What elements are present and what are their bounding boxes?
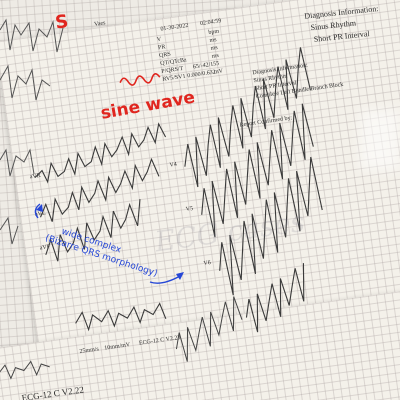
measurement-unit-pr: bpm <box>208 29 220 36</box>
watermark: ECG cases <box>152 205 307 259</box>
lead-label-v6: V6 <box>203 260 211 267</box>
measurement-unit-rv5: mV <box>214 68 224 75</box>
measurement-label-v: V <box>157 37 163 44</box>
lead-label-v5: V5 <box>185 206 193 213</box>
wide-complex-arrowhead <box>176 272 184 280</box>
measurement-unit-qrs: ms <box>209 37 217 44</box>
measurement-label-pr: PR <box>158 44 166 51</box>
sine-wave-squiggle <box>119 73 161 86</box>
wide-complex-curve-arrowhead <box>36 204 43 212</box>
measurement-table: V PR QRS QT/QTcBz P/QRS/T RV5/SV1 bpm ms… <box>157 29 224 83</box>
diagnosis-main-line-1: Sinus Rhythm <box>253 73 288 84</box>
diagnosis-top-title: Diagnosis Information: <box>304 4 379 21</box>
lower-footer-text: ECG-12 C V2.22 <box>21 384 84 400</box>
measurement-unit-qt: ms <box>210 45 218 52</box>
wide-complex-arrow <box>149 275 181 284</box>
light-glare <box>360 110 400 170</box>
sine-wave-annotation: sine wave <box>99 73 197 124</box>
header-partial-label: Vaes <box>94 20 107 28</box>
red-partial-label: S <box>54 11 70 34</box>
diagnosis-top-line-2: Short PR Interval <box>313 29 370 44</box>
sine-wave-label: sine wave <box>99 88 196 124</box>
measurement-label-qrs: QRS <box>159 52 171 60</box>
footer-speed: 25mm/s <box>79 346 100 355</box>
lower-traces <box>0 296 243 380</box>
lead-label-avf: aVF <box>39 244 51 251</box>
lead-label-avl: aVL <box>35 210 47 217</box>
measurement-voltage-values: 0.000/0.632 <box>187 69 216 79</box>
background-traces <box>0 18 64 245</box>
header-date: 01-30-2022 <box>160 23 189 33</box>
measurement-label-rv5: RV5/SV1 <box>162 74 186 83</box>
printout-content: 01-30-2022 02:04:59 Vaes V PR QRS QT/QTc… <box>29 18 343 355</box>
lead-label-v4: V4 <box>169 162 177 169</box>
header-time: 02:04:59 <box>200 18 222 27</box>
footer-gain: 10mm/mV <box>104 342 131 352</box>
measurement-label-pqrst: P/QRS/T <box>161 66 184 75</box>
wide-complex-curve <box>34 203 41 219</box>
measurement-axis-values: 65/-42/155 <box>193 61 220 71</box>
measurement-unit-pqrst: ms <box>211 53 219 60</box>
ecg-traces <box>34 47 323 333</box>
diagnosis-top: Diagnosis Information: Sinus Rhythm Shor… <box>304 4 379 44</box>
measurement-label-qt: QT/QTcBz <box>160 57 187 67</box>
footer-version: ECG-12 C V2.23 <box>139 335 181 347</box>
